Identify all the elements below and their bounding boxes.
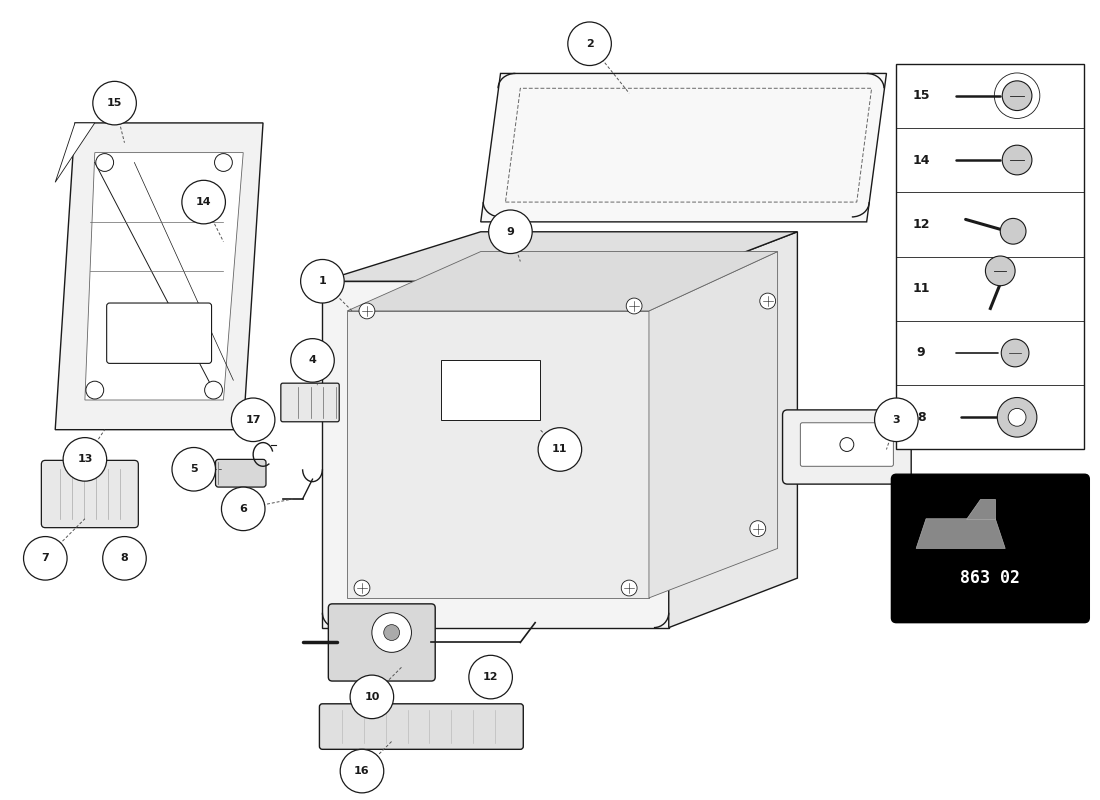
Circle shape — [354, 580, 370, 596]
Polygon shape — [649, 251, 778, 598]
Circle shape — [96, 154, 113, 171]
FancyBboxPatch shape — [801, 422, 893, 466]
Text: a passion for Parts since 1985: a passion for Parts since 1985 — [365, 521, 596, 556]
FancyBboxPatch shape — [328, 604, 436, 681]
Text: 1: 1 — [319, 276, 327, 286]
Circle shape — [290, 338, 334, 382]
Circle shape — [172, 447, 216, 491]
Polygon shape — [322, 282, 669, 628]
Circle shape — [92, 82, 136, 125]
Circle shape — [221, 487, 265, 530]
Text: 15: 15 — [912, 90, 930, 102]
Circle shape — [350, 675, 394, 718]
Circle shape — [760, 293, 775, 309]
FancyBboxPatch shape — [216, 459, 266, 487]
Text: 12: 12 — [483, 672, 498, 682]
Circle shape — [1002, 145, 1032, 175]
Circle shape — [340, 750, 384, 793]
Text: 10: 10 — [364, 692, 380, 702]
Text: 863 02: 863 02 — [960, 569, 1021, 587]
Text: euroPares: euroPares — [334, 391, 667, 448]
Circle shape — [102, 537, 146, 580]
Circle shape — [63, 438, 107, 481]
FancyBboxPatch shape — [782, 410, 911, 484]
Circle shape — [359, 303, 375, 319]
Polygon shape — [481, 74, 887, 222]
FancyBboxPatch shape — [107, 303, 211, 363]
Circle shape — [874, 398, 918, 442]
Text: 4: 4 — [309, 355, 317, 366]
Text: 12: 12 — [912, 218, 930, 231]
FancyBboxPatch shape — [896, 63, 1085, 450]
Text: 5: 5 — [190, 464, 198, 474]
Polygon shape — [322, 232, 798, 282]
Text: 7: 7 — [42, 554, 50, 563]
Circle shape — [621, 580, 637, 596]
Text: 15: 15 — [107, 98, 122, 108]
Polygon shape — [441, 361, 540, 420]
Polygon shape — [55, 123, 95, 182]
Text: 16: 16 — [354, 766, 370, 776]
Circle shape — [23, 537, 67, 580]
Circle shape — [538, 428, 582, 471]
Circle shape — [1002, 81, 1032, 110]
Circle shape — [568, 22, 612, 66]
Text: 6: 6 — [240, 504, 248, 514]
FancyBboxPatch shape — [891, 474, 1089, 622]
Circle shape — [1000, 218, 1026, 244]
Circle shape — [214, 154, 232, 171]
FancyBboxPatch shape — [42, 460, 139, 528]
Circle shape — [469, 655, 513, 699]
Circle shape — [488, 210, 532, 254]
Polygon shape — [966, 499, 996, 518]
Text: 2: 2 — [585, 38, 594, 49]
Text: 8: 8 — [121, 554, 129, 563]
Text: 14: 14 — [912, 154, 930, 166]
Text: 11: 11 — [552, 445, 568, 454]
Polygon shape — [55, 123, 263, 430]
Circle shape — [205, 381, 222, 399]
Circle shape — [231, 398, 275, 442]
Circle shape — [86, 381, 103, 399]
Polygon shape — [916, 518, 1005, 549]
Circle shape — [998, 398, 1037, 437]
Text: 8: 8 — [916, 411, 925, 424]
Polygon shape — [85, 153, 243, 400]
Circle shape — [986, 256, 1015, 286]
Polygon shape — [348, 311, 649, 598]
Circle shape — [384, 625, 399, 641]
Text: 9: 9 — [916, 346, 925, 359]
Circle shape — [1009, 409, 1026, 426]
Circle shape — [1001, 339, 1028, 367]
Polygon shape — [348, 251, 778, 311]
Circle shape — [750, 521, 766, 537]
Text: 3: 3 — [892, 414, 900, 425]
Circle shape — [626, 298, 642, 314]
Circle shape — [372, 613, 411, 652]
FancyBboxPatch shape — [319, 704, 524, 750]
FancyBboxPatch shape — [280, 383, 339, 422]
Text: 13: 13 — [77, 454, 92, 464]
Text: 14: 14 — [196, 197, 211, 207]
Text: 17: 17 — [245, 414, 261, 425]
Polygon shape — [669, 232, 798, 628]
Circle shape — [300, 259, 344, 303]
Circle shape — [182, 180, 225, 224]
Circle shape — [840, 438, 854, 451]
Text: 9: 9 — [506, 226, 515, 237]
Text: 11: 11 — [912, 282, 930, 295]
